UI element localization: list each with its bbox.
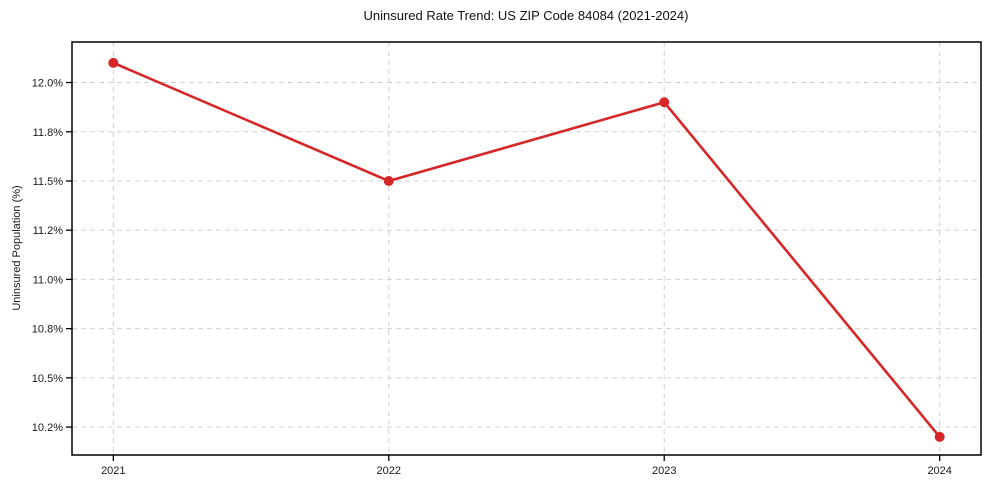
trend-line [112, 61, 941, 439]
y-tick-label: 11.2% [33, 225, 64, 237]
y-tick-label: 11.0% [33, 274, 64, 286]
data-point-2021 [108, 57, 119, 68]
chart-title: Uninsured Rate Trend: US ZIP Code 84084 … [364, 8, 689, 23]
x-tick-label-2023: 2023 [652, 465, 676, 477]
y-axis-label: Uninsured Population (%) [11, 185, 23, 310]
plot-layers: 12.0% 11.8% 11.5% 11.2% 11.0% 10.8% 10.5% 10.2%… [32, 41, 982, 477]
y-tick-label: 10.2% [32, 422, 63, 434]
y-tick-label: 12.0% [32, 78, 63, 90]
y-tick-label: 11.8% [33, 127, 64, 139]
x-tick-label-2024: 2024 [927, 465, 951, 477]
data-point-2023 [659, 97, 670, 108]
data-point-2024 [934, 431, 945, 442]
data-point-2022 [383, 175, 394, 186]
plot-frame [71, 41, 982, 456]
x-tick-label-2022: 2022 [377, 465, 401, 477]
y-tick-label: 10.8% [32, 324, 63, 336]
y-tick-label: 10.5% [32, 373, 63, 385]
y-tick-label: 11.5% [33, 176, 64, 188]
x-tick-label-2021: 2021 [101, 465, 125, 477]
